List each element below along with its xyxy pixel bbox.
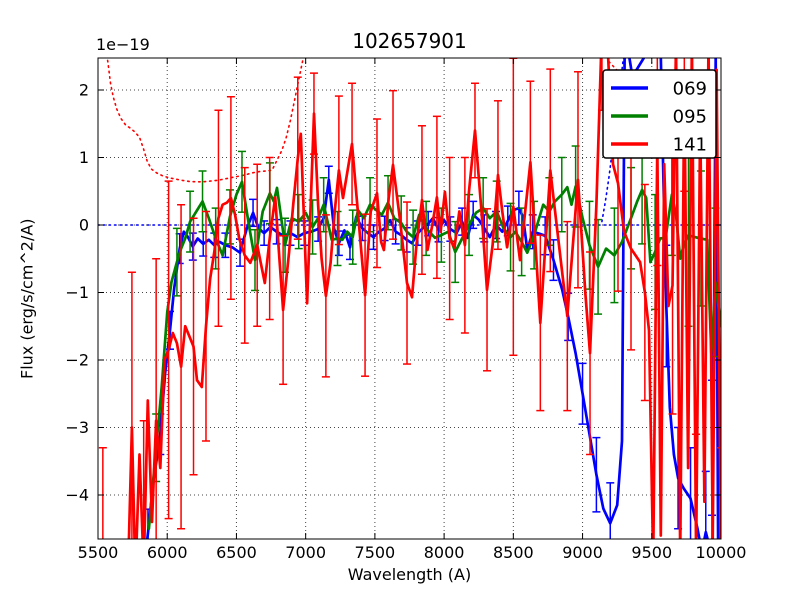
y-axis-offset-label: 1e−19 <box>96 35 150 54</box>
y-tick-label: −4 <box>65 485 89 504</box>
legend-label-141: 141 <box>673 135 707 156</box>
series-line-095 <box>147 180 721 531</box>
y-tick-label: −2 <box>65 350 89 369</box>
x-tick-label: 9000 <box>562 543 603 562</box>
dotted-line-red-dotted-envelope-left <box>106 58 305 183</box>
x-tick-label: 10000 <box>696 543 747 562</box>
legend-entry-095: 095 <box>611 107 707 128</box>
legend-label-095: 095 <box>673 107 707 128</box>
x-tick-label: 8500 <box>493 543 534 562</box>
legend-entry-069: 069 <box>611 79 707 100</box>
legend-label-069: 069 <box>673 79 707 100</box>
y-tick-label: −1 <box>65 283 89 302</box>
tick-marks <box>97 58 722 539</box>
series-line-141 <box>127 58 721 539</box>
axes-spines <box>97 57 722 540</box>
x-tick-label: 7500 <box>355 543 396 562</box>
x-tick-label: 6500 <box>216 543 257 562</box>
y-tick-label: 1 <box>79 148 89 167</box>
x-tick-label: 8000 <box>424 543 465 562</box>
plot-title: 102657901 <box>352 29 467 53</box>
legend-box <box>602 69 717 159</box>
legend: 069 095 141 <box>602 69 717 159</box>
errorbars-095 <box>152 133 720 483</box>
tick-labels: 5500 6000 6500 7000 7500 8000 8500 9000 9500 1000… <box>65 80 746 562</box>
data-region <box>98 58 721 539</box>
x-axis-label: Wavelength (A) <box>347 565 472 584</box>
x-tick-label: 6000 <box>147 543 188 562</box>
y-tick-label: 2 <box>79 80 89 99</box>
y-tick-label: −3 <box>65 418 89 437</box>
x-tick-label: 7000 <box>285 543 326 562</box>
y-tick-label: 0 <box>79 215 89 234</box>
legend-entry-141: 141 <box>611 135 707 156</box>
x-tick-label: 5500 <box>78 543 119 562</box>
x-tick-label: 9500 <box>631 543 672 562</box>
